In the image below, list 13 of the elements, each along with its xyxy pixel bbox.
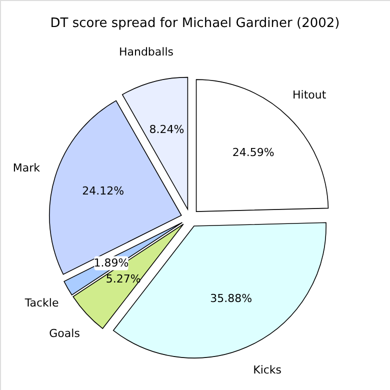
data-label: 1.89% (94, 256, 129, 270)
data-label: 24.12% (82, 184, 124, 198)
slice-label: Mark (12, 161, 41, 174)
slice-label: Tackle (24, 296, 59, 310)
data-label: 5.27% (106, 272, 141, 286)
slice-label: Handballs (118, 46, 174, 59)
slice-label: Kicks (253, 364, 282, 377)
data-label: 35.88% (210, 292, 252, 306)
slice-label: Goals (49, 327, 80, 340)
chart-title: DT score spread for Michael Gardiner (2002) (50, 16, 340, 31)
slice-label: Hitout (292, 88, 327, 102)
data-label: 8.24% (149, 123, 184, 136)
data-label: 24.59% (232, 146, 274, 159)
